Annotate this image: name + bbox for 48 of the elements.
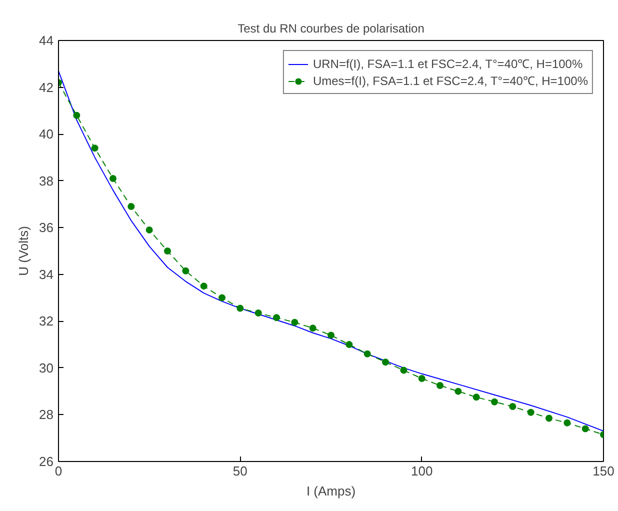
point (146, 226, 153, 234)
point (309, 324, 316, 332)
point (509, 403, 516, 410)
point (128, 203, 135, 210)
point (273, 314, 280, 322)
point (236, 304, 244, 312)
point (328, 332, 334, 339)
point (400, 366, 408, 374)
y-tick-label: 38 (39, 173, 54, 188)
point (164, 248, 171, 254)
legend-label: URN=f(I), FSA=1.1 et FSC=2.4, T°=40℃, H=100% (312, 56, 583, 72)
y-tick-label: 42 (39, 80, 54, 95)
point (418, 374, 426, 382)
point (218, 294, 226, 302)
point (454, 388, 462, 395)
point (110, 175, 116, 182)
x-tick-label: 0 (54, 464, 62, 478)
y-tick-label: 26 (39, 454, 54, 469)
x-tick-label: 50 (232, 464, 248, 478)
y-tick-label: 30 (39, 360, 54, 376)
point (382, 358, 389, 366)
legend-label: Umes=f(I), FSA=1.1 et FSC=2.4, T°=40℃, H=100% (312, 73, 588, 89)
point (200, 282, 208, 290)
y-tick-label: 28 (39, 407, 54, 422)
y-tick-label: 34 (39, 266, 54, 282)
point (254, 309, 262, 316)
chart-title: Test du RN courbes de polarisation (238, 22, 424, 36)
point (73, 112, 80, 119)
point (527, 408, 534, 416)
x-tick-label: 150 (592, 464, 614, 478)
y-axis-title: U (Volts) (16, 226, 32, 276)
point (582, 425, 589, 432)
x-axis-title: I (Amps) (306, 484, 356, 498)
point (291, 318, 298, 326)
y-tick-label: 44 (39, 33, 54, 48)
point (546, 414, 552, 422)
x-tick-label: 100 (410, 464, 433, 478)
y-tick-label: 32 (39, 314, 54, 329)
y-tick-label: 36 (39, 220, 54, 236)
point (346, 341, 353, 348)
point (564, 419, 571, 426)
point (364, 350, 371, 358)
point (436, 382, 444, 389)
point (491, 398, 498, 406)
point (472, 394, 480, 401)
y-tick-label: 40 (39, 126, 54, 142)
point (91, 144, 98, 152)
point (182, 267, 190, 274)
